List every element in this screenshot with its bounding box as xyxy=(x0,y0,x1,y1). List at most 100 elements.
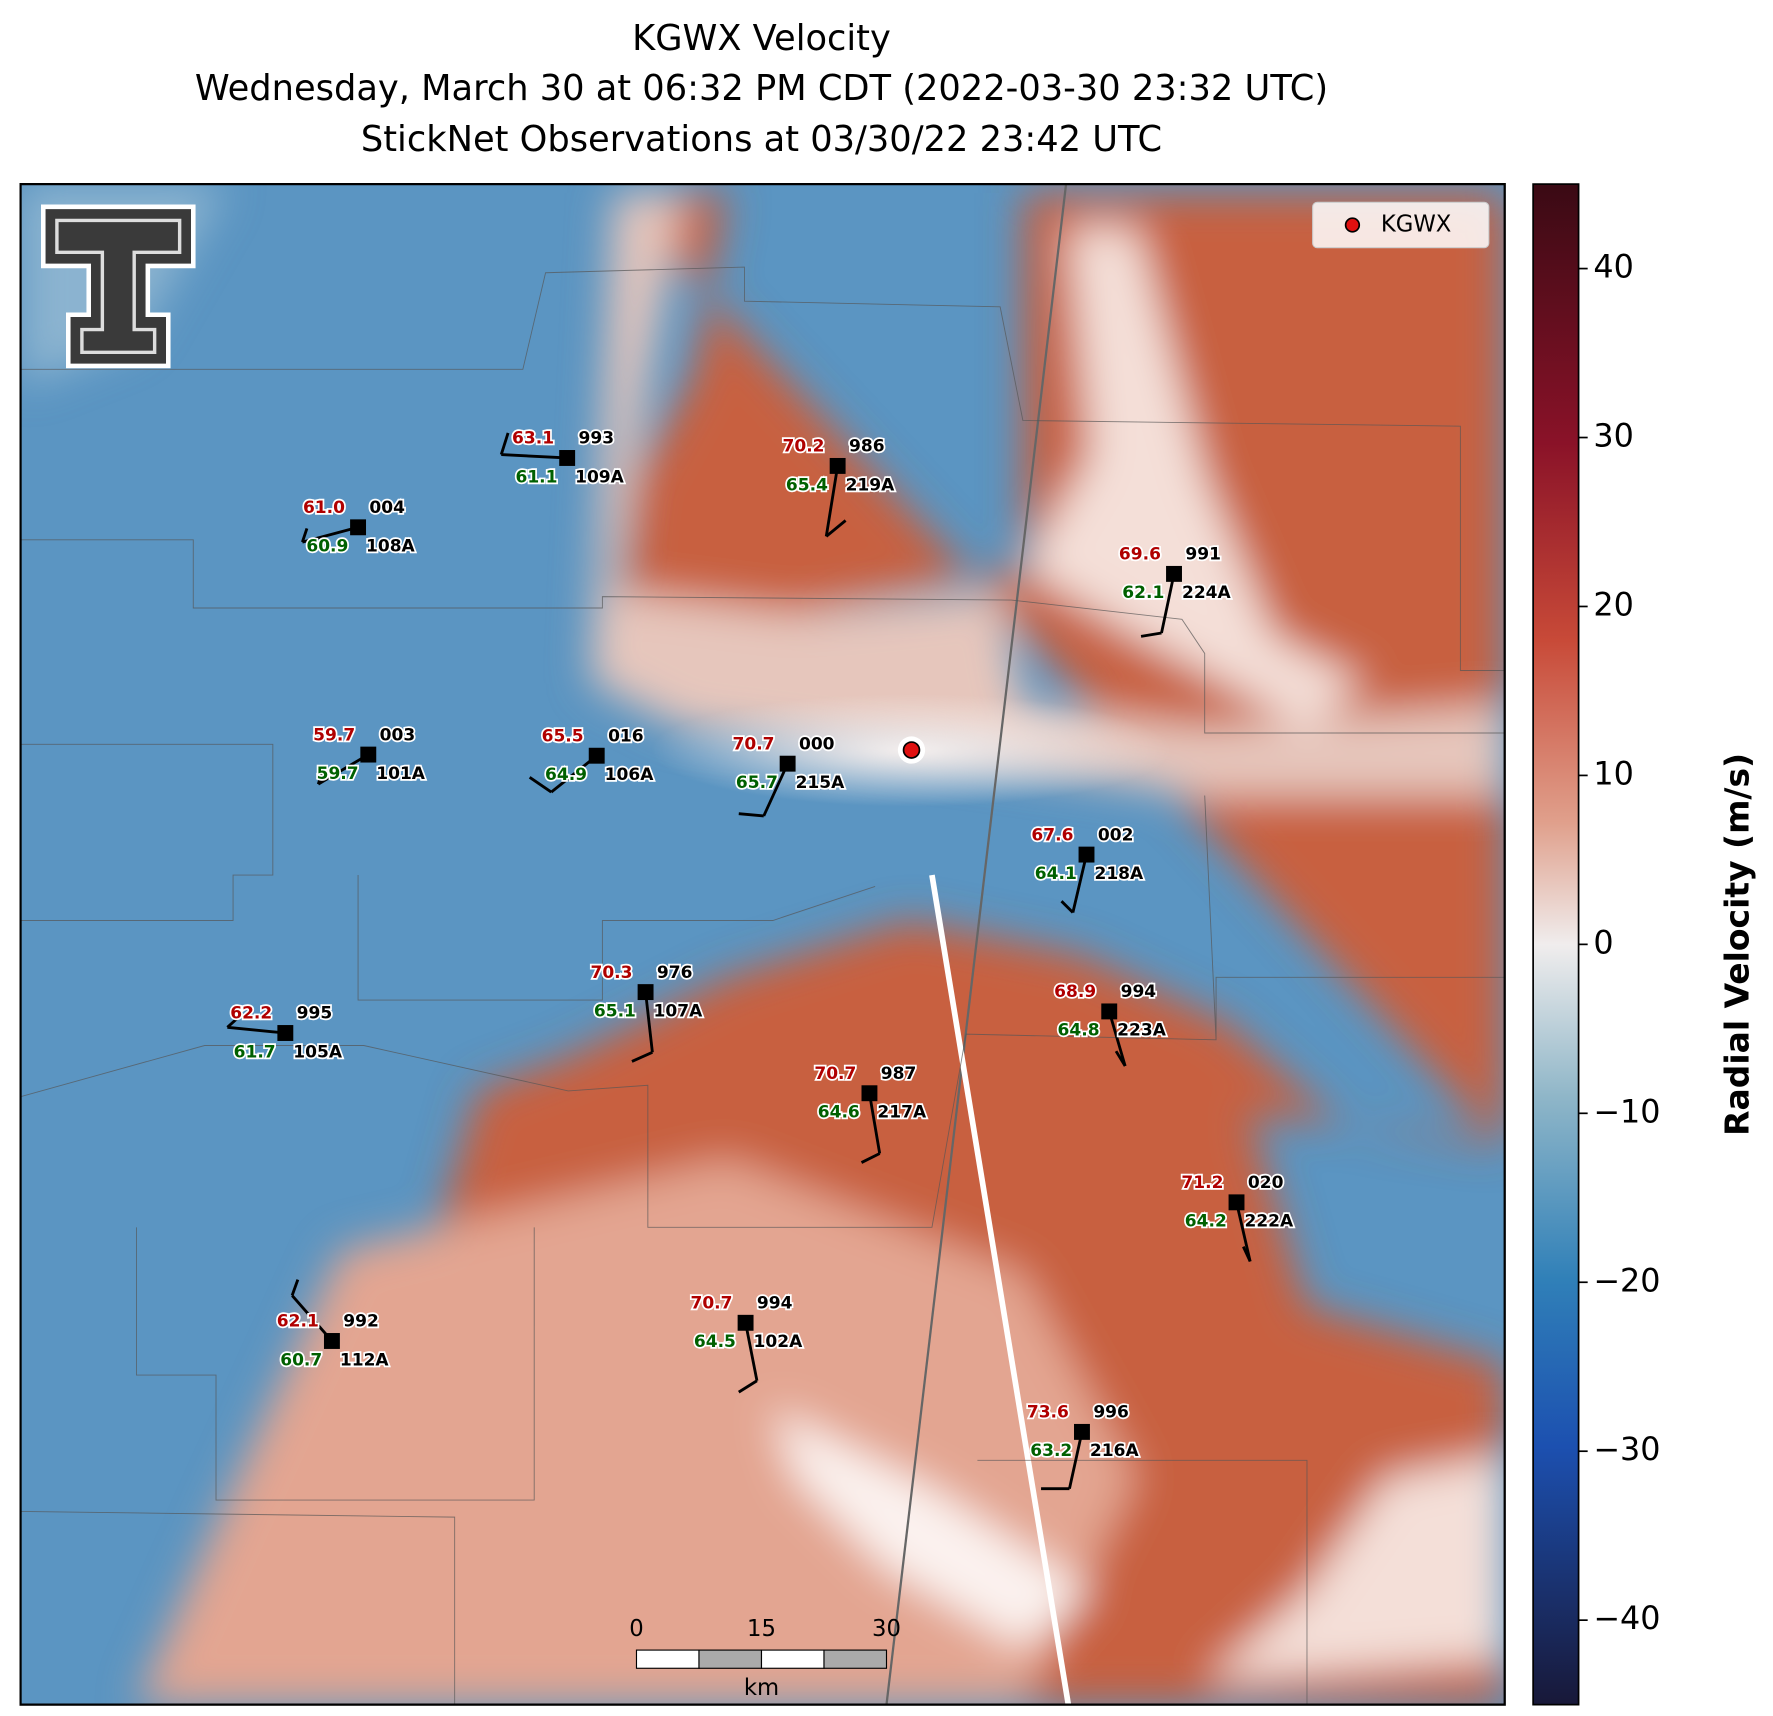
colorbar xyxy=(1532,183,1580,1706)
wind-barb-flag xyxy=(631,1051,653,1063)
station-temperature: 73.6 xyxy=(1027,1403,1069,1423)
station-marker xyxy=(1074,1423,1090,1440)
station-id: 218A xyxy=(1094,864,1144,884)
title: KGWX Velocity xyxy=(632,18,891,59)
wind-barb xyxy=(317,753,370,786)
scale-bar: 0 15 30 km xyxy=(629,1616,901,1701)
station-pressure: 995 xyxy=(297,1004,333,1024)
wind-barb xyxy=(644,991,654,1053)
station-marker xyxy=(1166,565,1182,582)
station: 70.7 000 65.7 215A xyxy=(731,733,847,818)
station-marker xyxy=(779,755,796,772)
university-logo xyxy=(41,204,196,369)
station-pressure: 993 xyxy=(579,429,615,449)
station-dewpoint: 64.5 xyxy=(694,1332,736,1352)
station-id: 219A xyxy=(846,475,896,495)
wind-barb xyxy=(1107,1011,1127,1067)
wind-barb-flag xyxy=(860,1152,881,1164)
scale-tick-label: 15 xyxy=(747,1616,776,1642)
radar-site xyxy=(902,741,921,759)
legend-box xyxy=(1312,201,1490,249)
station-pressure: 996 xyxy=(1093,1403,1129,1423)
station-dewpoint: 61.1 xyxy=(515,467,557,487)
station-id: 217A xyxy=(877,1103,927,1123)
colorbar-tick-label: 10 xyxy=(1593,754,1633,792)
station-dewpoint: 60.7 xyxy=(280,1350,322,1370)
colorbar-tick-label: 0 xyxy=(1593,923,1613,961)
station-pressure: 976 xyxy=(657,963,693,983)
observation-time: StickNet Observations at 03/30/22 23:42 … xyxy=(361,119,1162,160)
wind-barb xyxy=(1068,1431,1084,1490)
station-marker xyxy=(350,519,367,536)
wind-barb-flag xyxy=(499,432,510,455)
scale-tick-label: 30 xyxy=(872,1616,901,1642)
station-dewpoint: 64.6 xyxy=(818,1103,860,1123)
station-id: 106A xyxy=(605,765,655,785)
colorbar-tick-label: −30 xyxy=(1593,1430,1660,1468)
wind-barb-flag xyxy=(738,1379,758,1394)
station-dewpoint: 60.9 xyxy=(306,537,348,557)
station: 70.3 976 65.1 107A xyxy=(589,961,705,1063)
wind-barb-flag xyxy=(226,1016,240,1029)
wind-barb xyxy=(744,1322,759,1382)
station-dewpoint: 64.9 xyxy=(545,765,587,785)
wind-barb-flag xyxy=(301,527,309,543)
station-temperature: 68.9 xyxy=(1054,982,1096,1002)
station: 65.5 016 64.9 106A xyxy=(528,725,656,794)
station: 62.2 995 61.7 105A xyxy=(226,1002,345,1064)
station-pressure: 991 xyxy=(1185,545,1221,565)
station-marker xyxy=(829,457,846,474)
station-temperature: 70.7 xyxy=(733,734,775,754)
station-temperature: 70.3 xyxy=(590,963,632,983)
station-dewpoint: 64.2 xyxy=(1185,1212,1227,1232)
station-marker xyxy=(737,1314,754,1331)
colorbar-tick-label: −10 xyxy=(1593,1092,1660,1130)
wind-barb xyxy=(302,525,359,544)
station-temperature: 62.1 xyxy=(277,1312,319,1332)
station: 63.1 993 61.1 109A xyxy=(499,427,626,489)
station-id: 101A xyxy=(376,764,426,784)
station-dewpoint: 61.7 xyxy=(234,1042,276,1062)
wind-barb xyxy=(1160,573,1176,634)
station-pressure: 020 xyxy=(1248,1173,1284,1193)
station-pressure: 002 xyxy=(1098,825,1134,845)
station-marker xyxy=(588,747,605,764)
wind-barb-flag xyxy=(1242,1246,1252,1263)
colorbar-tick-label: 30 xyxy=(1593,417,1633,455)
station-id: 107A xyxy=(654,1001,704,1021)
scale-unit: km xyxy=(744,1675,779,1701)
station-pressure: 003 xyxy=(380,725,416,745)
station: 67.6 002 64.1 218A xyxy=(1030,824,1146,914)
station-marker xyxy=(360,746,377,763)
wind-barb-flag xyxy=(1060,900,1074,914)
station-id: 216A xyxy=(1090,1441,1140,1461)
wind-barb-flag xyxy=(528,776,553,794)
station-pressure: 986 xyxy=(849,437,885,457)
radar-image xyxy=(20,184,1505,1705)
station-pressure: 987 xyxy=(881,1064,917,1084)
colorbar-ticks: −40 −30 −20 −10 0 10 20 30 40 xyxy=(1578,248,1660,1637)
station-dewpoint: 65.4 xyxy=(786,475,828,495)
scale-segment xyxy=(823,1649,888,1669)
map-frame xyxy=(19,182,1506,1706)
station-id: 224A xyxy=(1182,583,1232,603)
wind-barb xyxy=(227,1025,286,1035)
colorbar-tick-label: −40 xyxy=(1593,1599,1660,1637)
station: 68.9 994 64.8 223A xyxy=(1052,980,1168,1067)
station: 73.6 996 63.2 216A xyxy=(1025,1401,1141,1491)
station-id: 105A xyxy=(293,1042,343,1062)
station-temperature: 70.7 xyxy=(690,1293,732,1313)
station-dewpoint: 65.7 xyxy=(736,773,778,793)
station-pressure: 004 xyxy=(369,498,405,518)
station-marker xyxy=(861,1085,878,1102)
wind-barb xyxy=(501,453,568,460)
legend-label: KGWX xyxy=(1381,212,1452,238)
station-pressure: 994 xyxy=(757,1293,793,1313)
station-temperature: 71.2 xyxy=(1181,1173,1223,1193)
station-id: 112A xyxy=(340,1350,390,1370)
station-id: 223A xyxy=(1117,1021,1167,1041)
wind-barb xyxy=(868,1093,882,1154)
station: 71.2 020 64.2 222A xyxy=(1180,1171,1296,1263)
station-marker xyxy=(1101,1003,1118,1020)
